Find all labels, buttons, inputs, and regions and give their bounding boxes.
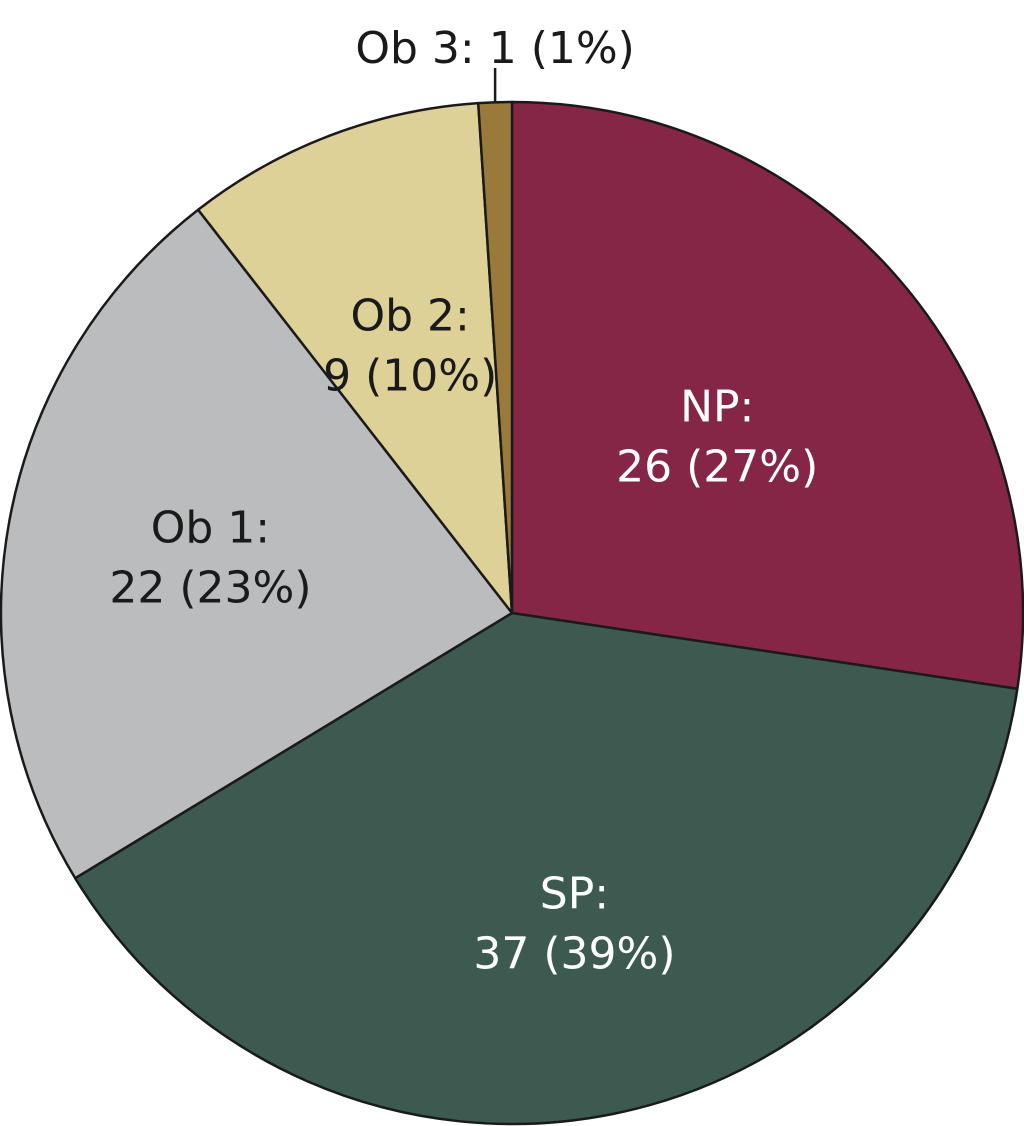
slice-label-ob-1-name: Ob 1: [151, 503, 270, 554]
pie-slice-np [510, 100, 1024, 691]
slice-label-ob-3: Ob 3: 1 (1%) [355, 23, 634, 74]
slice-label-np-name: NP: [680, 381, 754, 432]
labels-layer: NP: 26 (27%) SP: 37 (39%) Ob 1: 22 (23%) Ob 2:… [109, 23, 818, 980]
slice-label-np-value: 26 (27%) [616, 441, 818, 492]
slice-label-sp-value: 37 (39%) [473, 929, 675, 980]
slices-layer [0, 100, 1024, 1126]
pie-slice-ob-1 [0, 208, 514, 880]
slice-label-ob-2-value: 9 (10%) [323, 351, 497, 402]
slice-label-sp-name: SP: [540, 869, 609, 920]
pie-slice-ob-2 [196, 101, 514, 615]
slice-label-ob-1-value: 22 (23%) [109, 563, 311, 614]
slice-label-ob-2-name: Ob 2: [350, 291, 469, 342]
pie-slice-sp [73, 611, 1019, 1126]
